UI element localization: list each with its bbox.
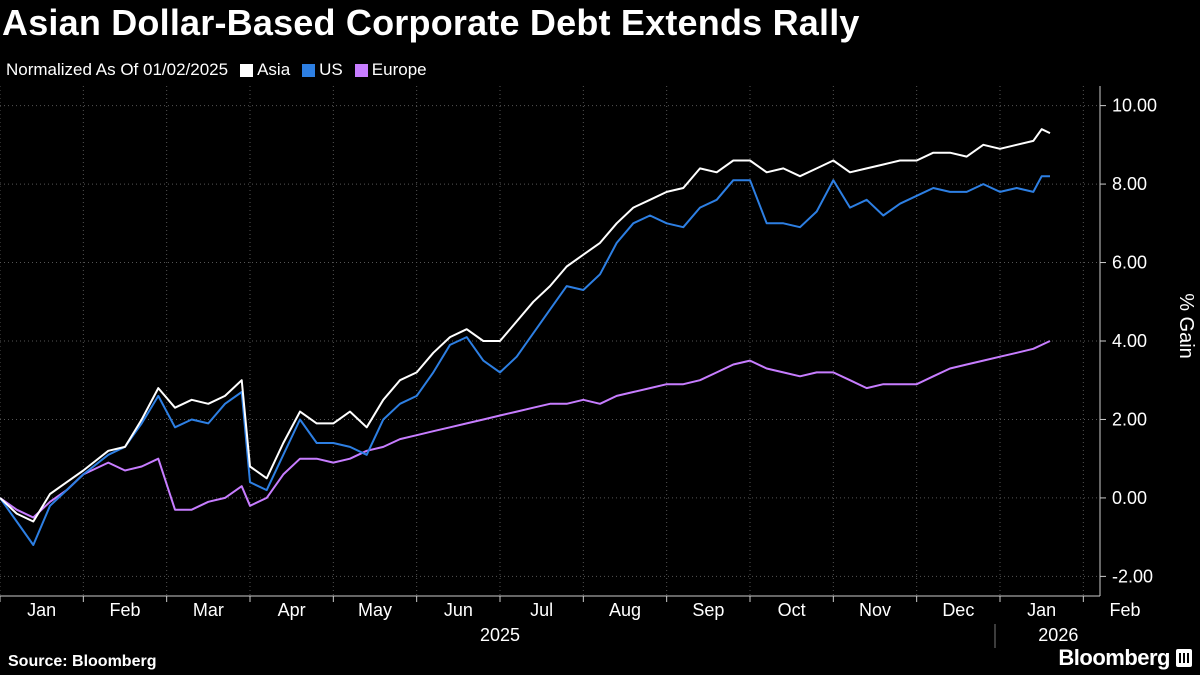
chart-title: Asian Dollar-Based Corporate Debt Extend… <box>2 2 860 43</box>
x-tick-label: Mar <box>193 600 224 620</box>
subtitle-legend-row: Normalized As Of 01/02/2025 Asia US Euro… <box>6 60 427 80</box>
europe-line <box>0 340 1051 519</box>
legend-item-europe: Europe <box>354 60 427 80</box>
x-tick-label: Dec <box>942 600 974 620</box>
legend-swatch-us <box>302 63 316 77</box>
asia-line <box>0 128 1051 523</box>
y-tick-label: 2.00 <box>1112 409 1147 429</box>
x-tick-label: Jan <box>1027 600 1056 620</box>
y-tick-label: 10.00 <box>1112 96 1157 116</box>
x-tick-label: Jul <box>530 600 553 620</box>
legend-item-us: US <box>302 60 343 80</box>
legend-label-europe: Europe <box>371 60 427 79</box>
x-tick-label: Jun <box>444 600 473 620</box>
x-tick-label: Jan <box>27 600 56 620</box>
source-note: Source: Bloomberg <box>8 653 157 670</box>
brand-name: Bloomberg <box>1058 645 1170 670</box>
legend-swatch-europe <box>354 63 368 77</box>
y-tick-label: 4.00 <box>1112 331 1147 351</box>
legend-label-asia: Asia <box>257 60 291 79</box>
x-tick-label: Feb <box>109 600 140 620</box>
x-tick-label: Sep <box>692 600 724 620</box>
x-tick-label: Feb <box>1109 600 1140 620</box>
x-tick-label: May <box>358 600 392 620</box>
x-tick-label: Aug <box>609 600 641 620</box>
y-tick-label: 0.00 <box>1112 488 1147 508</box>
y-tick-label: 6.00 <box>1112 253 1147 273</box>
x-tick-label: Apr <box>278 600 306 620</box>
x-tick-label: Oct <box>778 600 806 620</box>
y-axis-title: % Gain <box>1175 293 1197 359</box>
legend-label-us: US <box>319 60 343 79</box>
year-label-2025: 2025 <box>480 625 520 645</box>
year-label-2026: 2026 <box>1038 625 1078 645</box>
us-line <box>0 175 1050 546</box>
chart-subtitle: Normalized As Of 01/02/2025 <box>6 60 229 79</box>
legend-item-asia: Asia <box>240 60 290 80</box>
x-tick-label: Nov <box>859 600 891 620</box>
bloomberg-logo: Bloomberg <box>1058 645 1192 671</box>
bloomberg-terminal-icon <box>1176 649 1192 667</box>
y-tick-label: 8.00 <box>1112 174 1147 194</box>
y-tick-label: -2.00 <box>1112 566 1153 586</box>
legend-swatch-asia <box>240 63 254 77</box>
